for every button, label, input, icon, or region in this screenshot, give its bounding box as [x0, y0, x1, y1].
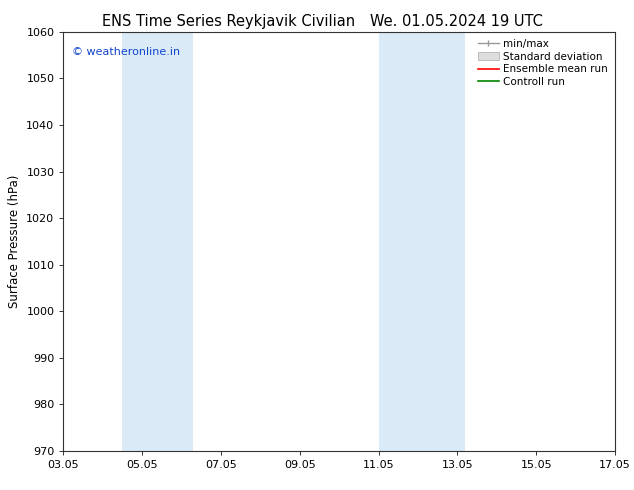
Bar: [378, 32, 465, 451]
Text: ENS Time Series Reykjavik Civilian: ENS Time Series Reykjavik Civilian: [101, 14, 355, 29]
Y-axis label: Surface Pressure (hPa): Surface Pressure (hPa): [8, 174, 21, 308]
Text: © weatheronline.in: © weatheronline.in: [72, 47, 180, 56]
Bar: [122, 32, 193, 451]
Text: We. 01.05.2024 19 UTC: We. 01.05.2024 19 UTC: [370, 14, 543, 29]
Legend: min/max, Standard deviation, Ensemble mean run, Controll run: min/max, Standard deviation, Ensemble me…: [476, 37, 610, 89]
